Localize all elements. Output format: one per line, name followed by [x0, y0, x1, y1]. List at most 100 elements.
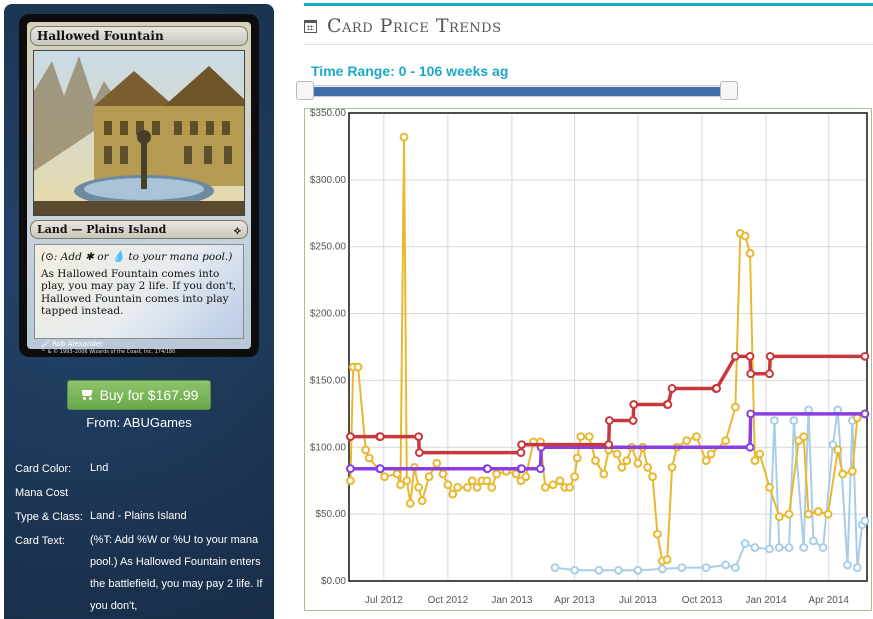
card-copyright: ™ & © 1993–2006 Wizards of the Coast, In…	[41, 349, 176, 355]
detail-label: Mana Cost	[15, 487, 69, 499]
data-point	[799, 432, 809, 441]
x-tick-label: Jul 2013	[619, 595, 657, 606]
data-point	[784, 509, 794, 519]
data-point	[721, 436, 731, 446]
data-point	[843, 560, 852, 570]
data-point	[375, 432, 385, 441]
detail-row-type: Type & Class: Land - Plains Island	[15, 505, 270, 529]
data-point	[483, 464, 492, 474]
data-point	[536, 464, 545, 474]
data-point	[799, 543, 809, 552]
data-point	[828, 440, 838, 450]
data-point	[364, 453, 374, 463]
data-point	[808, 536, 818, 546]
data-point	[643, 462, 653, 472]
data-point	[731, 351, 740, 361]
y-tick-label: $300.00	[310, 175, 347, 186]
data-point	[667, 384, 677, 393]
y-tick-label: $200.00	[310, 309, 347, 320]
data-point	[765, 483, 774, 492]
x-tick-label: Apr 2013	[554, 595, 595, 606]
data-point	[833, 445, 843, 455]
shopping-cart-icon	[80, 389, 94, 401]
seller-line: From: ABUGames	[86, 415, 192, 430]
data-point	[633, 565, 643, 575]
data-point	[540, 483, 550, 492]
data-point	[860, 351, 870, 361]
detail-label: Card Text:	[15, 535, 65, 547]
data-point	[721, 560, 731, 570]
data-point	[345, 476, 355, 486]
data-point	[677, 563, 687, 573]
data-point	[860, 516, 870, 526]
data-point	[443, 480, 453, 490]
data-point	[860, 409, 870, 419]
data-point	[750, 456, 760, 466]
data-point	[847, 466, 857, 476]
card-image: Hallowed Fountain	[19, 14, 259, 357]
time-range-label: Time Range: 0 - 106 weeks ag	[311, 63, 509, 79]
data-point	[467, 476, 477, 486]
data-point	[565, 483, 575, 492]
y-tick-label: $100.00	[310, 442, 347, 453]
card-artwork-illustration	[34, 51, 244, 215]
detail-row-mana-cost: Mana Cost	[15, 481, 270, 505]
x-tick-label: Jan 2014	[745, 595, 787, 606]
data-point	[572, 453, 582, 463]
price-chart[interactable]: $0.00 $50.00 $100.00 $150.00 $200.00 $250.00 $…	[305, 108, 871, 610]
card-name: Hallowed Fountain	[30, 26, 248, 46]
data-point	[604, 416, 614, 425]
data-point	[517, 464, 527, 474]
data-point	[617, 462, 627, 472]
data-point	[361, 445, 371, 455]
data-point	[521, 472, 531, 482]
data-point	[712, 384, 722, 393]
data-point	[375, 464, 385, 474]
slider-handle-end[interactable]	[720, 81, 738, 100]
data-point	[745, 351, 755, 361]
data-point	[667, 462, 677, 472]
card-artwork	[33, 50, 245, 216]
data-point	[424, 472, 434, 482]
data-point	[612, 449, 622, 459]
data-point	[402, 476, 412, 486]
slider-selected-range	[313, 87, 731, 96]
slider-handle-start[interactable]	[296, 81, 314, 100]
card-type-text: Land — Plains Island	[37, 223, 167, 236]
data-point	[555, 476, 565, 486]
data-point	[380, 472, 389, 482]
buy-button-label: Buy for $167.99	[99, 387, 199, 403]
data-point	[692, 432, 701, 441]
data-point	[472, 483, 482, 492]
data-point	[746, 409, 756, 419]
data-point	[591, 456, 600, 466]
data-point	[746, 369, 756, 379]
data-point	[818, 543, 828, 552]
data-point	[604, 440, 614, 450]
card-rules-text: As Hallowed Fountain comes into play, yo…	[41, 267, 237, 318]
data-point	[750, 543, 760, 552]
card-face: Hallowed Fountain	[27, 22, 251, 355]
data-point	[740, 539, 750, 548]
data-point	[662, 555, 672, 565]
time-range-slider[interactable]	[304, 85, 738, 97]
detail-label: Type & Class:	[15, 511, 83, 523]
data-point	[701, 456, 711, 466]
data-point	[804, 509, 813, 519]
divider	[304, 44, 873, 45]
data-point	[706, 449, 716, 459]
buy-button[interactable]: Buy for $167.99	[67, 380, 211, 410]
detail-row-card-text: Card Text: (%T: Add %W or %U to your man…	[15, 529, 270, 617]
data-point	[765, 369, 774, 379]
x-tick-label: Oct 2012	[428, 595, 469, 606]
card-details: Card Color: Lnd Mana Cost Type & Class: …	[15, 457, 270, 617]
data-point	[487, 483, 497, 492]
data-point	[414, 432, 424, 441]
set-symbol-icon: ⟡	[233, 224, 241, 237]
data-point	[614, 565, 623, 575]
data-point	[774, 512, 784, 522]
card-panel: Hallowed Fountain	[4, 4, 274, 619]
x-tick-label: Apr 2014	[808, 595, 849, 606]
data-point	[745, 249, 755, 258]
data-point	[813, 507, 823, 516]
